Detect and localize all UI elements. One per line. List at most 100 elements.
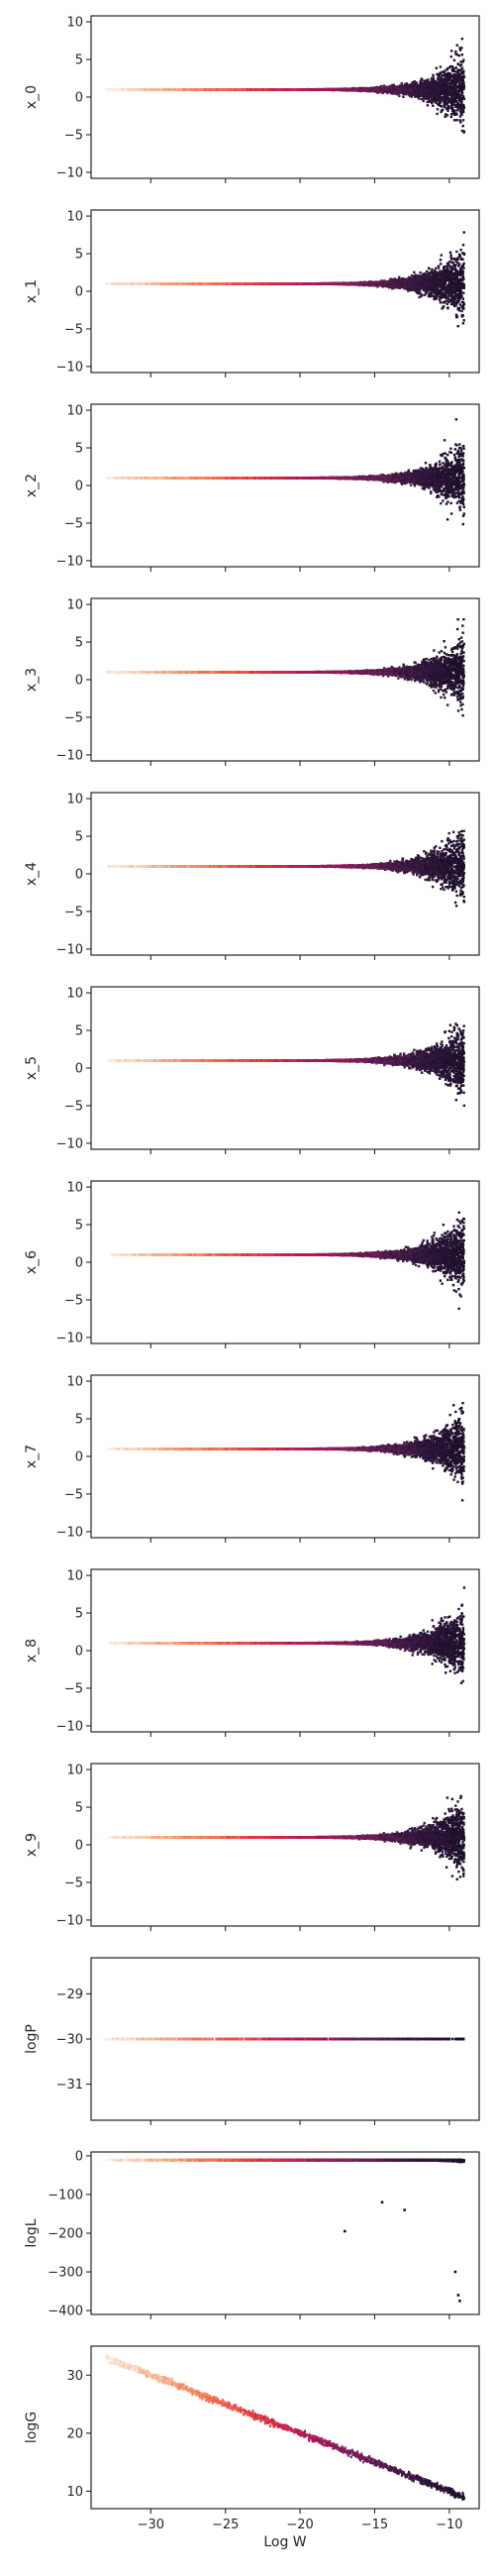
scatter-points (108, 1794, 466, 1880)
y-tick-label: −29 (56, 1987, 83, 2002)
panel-x_0: 10 5 0 −5 −10 x_0 (24, 15, 480, 183)
y-tick-label: 5 (75, 54, 83, 68)
axes-frame (90, 2345, 480, 2510)
axes-frame (90, 209, 480, 374)
y-tick-label: 5 (75, 1024, 83, 1039)
y-tick-label: −10 (56, 1719, 83, 1734)
y-tick-label: 0 (75, 868, 83, 883)
y-tick-label: 5 (75, 442, 83, 457)
y-tick-label: 5 (75, 636, 83, 651)
y-tick-label: 10 (66, 987, 83, 1002)
y-tick-label: 5 (75, 1219, 83, 1234)
scatter-points (105, 2353, 465, 2501)
y-tick-label: 0 (75, 1256, 83, 1271)
y-tick-label: 0 (75, 91, 83, 106)
x-tick-label: −30 (138, 2518, 164, 2532)
y-tick-label: 5 (75, 1413, 83, 1428)
y-axis-label: logG (24, 2412, 40, 2443)
scatter-points (109, 1586, 466, 1684)
y-tick-label: −200 (48, 2227, 83, 2242)
y-axis-label: x_6 (24, 1250, 40, 1274)
y-tick-label: 10 (66, 793, 83, 807)
y-tick-label: 10 (66, 1375, 83, 1390)
y-tick-label: −100 (48, 2188, 83, 2202)
y-tick-label: 0 (75, 285, 83, 300)
y-tick-label: 0 (75, 1839, 83, 1854)
scatter-points (107, 829, 466, 908)
scatter-points (105, 38, 466, 134)
scatter-points (105, 231, 466, 328)
chart-panels: 10 5 0 −5 −10 x_0 10 5 0 −5 −10 x_1 10 5 0 −5 −10 x_2 10 5 0… (24, 15, 480, 2532)
scatter-points (105, 2037, 465, 2041)
y-tick-label: 0 (75, 2149, 83, 2164)
panel-x_9: 10 5 0 −5 −10 x_9 (24, 1763, 480, 1931)
y-tick-label: 5 (75, 830, 83, 845)
panel-logP: −29 −30 −31 logP (24, 1957, 480, 2125)
y-tick-label: −5 (64, 1487, 83, 1502)
y-tick-label: 10 (66, 210, 83, 225)
x-tick-label: −10 (436, 2518, 462, 2532)
panel-logG: 30 20 10 −30 −25 −20 −15 −10 logG (24, 2345, 480, 2532)
y-tick-label: −5 (64, 1293, 83, 1308)
y-axis-label: x_4 (24, 862, 40, 886)
y-tick-label: 10 (66, 598, 83, 613)
y-tick-label: −5 (64, 516, 83, 531)
y-tick-label: 10 (66, 1764, 83, 1778)
y-tick-label: 10 (66, 1569, 83, 1584)
y-tick-label: −31 (56, 2078, 83, 2093)
x-tick-label: −15 (361, 2518, 388, 2532)
y-tick-label: −5 (64, 128, 83, 143)
y-tick-label: 10 (66, 1181, 83, 1196)
y-axis-label: x_5 (24, 1056, 40, 1080)
y-tick-label: −10 (56, 165, 83, 180)
x-axis-label: Log W (263, 2534, 306, 2550)
y-tick-label: −10 (56, 1331, 83, 1345)
y-tick-label: −10 (56, 360, 83, 375)
y-tick-label: 0 (75, 1062, 83, 1077)
y-tick-label: −5 (64, 322, 83, 337)
y-tick-label: −10 (56, 748, 83, 763)
y-axis-label: x_3 (24, 668, 40, 692)
y-tick-label: 0 (75, 674, 83, 689)
scatter-points (107, 1402, 466, 1502)
scatter-points (110, 1211, 466, 1311)
y-tick-label: −5 (64, 1099, 83, 1114)
panel-x_4: 10 5 0 −5 −10 x_4 (24, 792, 480, 960)
y-tick-label: 5 (75, 1801, 83, 1816)
y-tick-label: −10 (56, 1136, 83, 1151)
panel-x_1: 10 5 0 −5 −10 x_1 (24, 209, 480, 377)
y-tick-label: 0 (75, 1645, 83, 1660)
x-tick-label: −25 (212, 2518, 239, 2532)
y-axis-label: x_1 (24, 279, 40, 303)
y-tick-label: −30 (56, 2033, 83, 2048)
y-tick-label: 10 (66, 404, 83, 419)
y-tick-label: −10 (56, 1913, 83, 1928)
panel-x_2: 10 5 0 −5 −10 x_2 (24, 403, 480, 572)
axes-frame (90, 2151, 480, 2315)
y-tick-label: 10 (66, 2485, 83, 2500)
y-tick-label: 5 (75, 1607, 83, 1622)
y-tick-label: −10 (56, 942, 83, 957)
y-tick-label: −5 (64, 710, 83, 725)
y-axis-label: x_8 (24, 1639, 40, 1663)
y-tick-label: 5 (75, 248, 83, 263)
y-tick-label: −400 (48, 2305, 83, 2319)
y-tick-label: 20 (66, 2426, 83, 2441)
y-axis-label: x_0 (24, 85, 40, 109)
y-tick-label: −300 (48, 2266, 83, 2281)
x-tick-label: −20 (286, 2518, 313, 2532)
y-tick-label: 0 (75, 1450, 83, 1465)
y-tick-label: 0 (75, 480, 83, 494)
scatter-points (105, 618, 465, 717)
y-axis-label: x_7 (24, 1445, 40, 1468)
y-axis-label: logL (24, 2218, 40, 2247)
panel-x_3: 10 5 0 −5 −10 x_3 (24, 597, 480, 766)
panel-x_5: 10 5 0 −5 −10 x_5 (24, 986, 480, 1154)
panel-logL: 0 −100 −200 −300 −400 logL (24, 2149, 480, 2319)
y-tick-label: −10 (56, 1525, 83, 1540)
panel-x_8: 10 5 0 −5 −10 x_8 (24, 1568, 480, 1737)
y-tick-label: −5 (64, 1681, 83, 1696)
scatter-points (106, 2158, 465, 2303)
y-axis-label: logP (24, 2024, 40, 2054)
